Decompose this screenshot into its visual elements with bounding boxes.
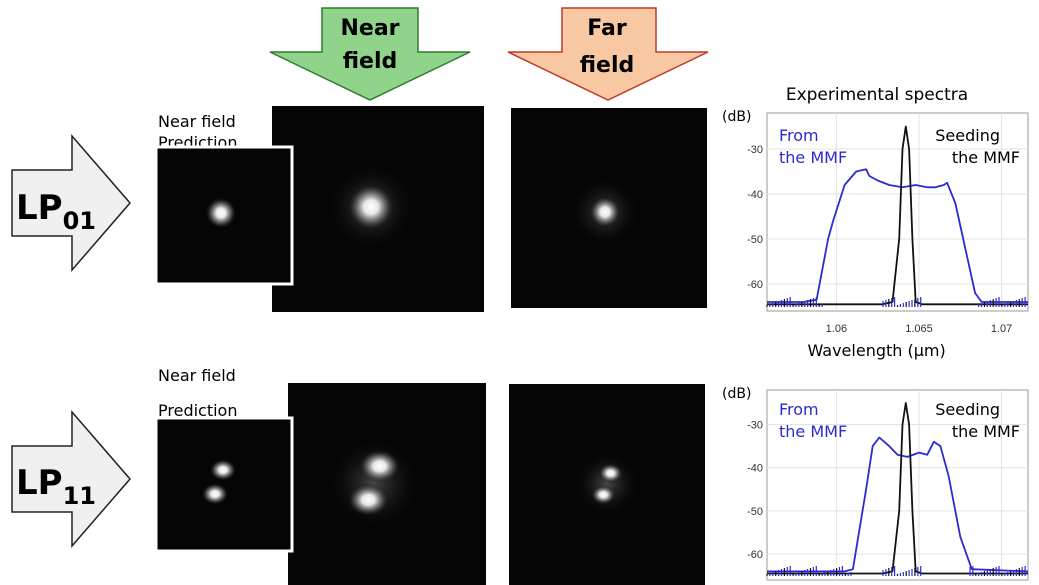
prediction-image-lp01 [154, 145, 294, 286]
series-label-seeding-mmf: the MMF [952, 422, 1020, 441]
y-tick-label: -40 [747, 463, 763, 475]
series-from-mmf-line [767, 168, 1028, 303]
prediction-label-line1: Near field [158, 366, 236, 385]
series-label-seeding-mmf: Seeding [935, 400, 1000, 419]
prediction-image-lp11 [154, 416, 294, 553]
plot-area [766, 112, 1029, 312]
spectrum-chart-lp01: -30 -40 -50 -60 1.06 1.065 1.07 (dB) Wavelength … [722, 109, 1029, 360]
series-label-from-mmf: the MMF [779, 422, 847, 441]
y-tick-label: -40 [747, 189, 763, 201]
near-field-arrow: Near field [269, 7, 471, 101]
mode-lobe [590, 484, 616, 505]
spectrum-chart-lp11: -30 -40 -50 -60 (dB) From the MMF Seeding the MM… [722, 386, 1029, 581]
y-tick-label: -60 [747, 279, 763, 291]
y-axis-label: (dB) [722, 386, 751, 402]
near-header-line1: Near [340, 16, 399, 41]
mode-lobe [209, 459, 237, 481]
mode-arrow-lp11 [11, 409, 131, 549]
x-tick-label: 1.065 [905, 323, 933, 335]
near-field-spot-lp01 [347, 183, 395, 231]
series-from-mmf-line [767, 436, 1029, 573]
x-tick-label: 1.06 [826, 323, 847, 335]
x-tick-label: 1.07 [991, 323, 1012, 335]
series-label-seeding-mmf: Seeding [935, 126, 1000, 145]
y-tick-label: -30 [747, 420, 763, 432]
series-label-from-mmf: From [779, 400, 819, 419]
prediction-spot-lp01 [205, 197, 237, 229]
plot-area [766, 389, 1029, 581]
spectra-title: Experimental spectra [786, 85, 968, 105]
x-axis-label: Wavelength (µm) [807, 341, 945, 360]
mode-lobe [598, 463, 624, 484]
far-header-line2: field [580, 53, 635, 78]
near-header-line2: field [343, 49, 398, 74]
mode-label-lp01: LP01 [16, 188, 96, 235]
y-tick-label: -30 [747, 144, 763, 156]
y-tick-label: -60 [747, 549, 763, 561]
row-lp11: LP11 Near field Prediction [11, 366, 705, 585]
prediction-lobes-lp11 [201, 459, 237, 505]
y-tick-label: -50 [747, 506, 763, 518]
series-label-from-mmf: From [779, 126, 819, 145]
series-label-seeding-mmf: the MMF [952, 148, 1020, 167]
far-field-arrow: Far field [507, 7, 709, 101]
prediction-label-line2: Prediction [158, 401, 237, 420]
far-field-spot-lp01 [589, 196, 621, 228]
mode-lobe [201, 483, 229, 505]
y-tick-label: -50 [747, 234, 763, 246]
mode-lobe [347, 482, 390, 517]
near-field-lobes-lp11 [326, 435, 422, 531]
near-field-halo-lp11 [326, 435, 422, 531]
mode-arrow-lp01 [11, 133, 131, 273]
far-field-lobes-lp11 [573, 450, 641, 518]
mode-lobe [358, 449, 401, 484]
prediction-label-line1: Near field [158, 112, 236, 131]
far-field-halo-lp11 [573, 450, 641, 518]
y-axis-label: (dB) [722, 109, 751, 125]
row-lp01: LP01 Near field Prediction [11, 106, 707, 312]
series-label-from-mmf: the MMF [779, 148, 847, 167]
mode-label-lp11: LP11 [16, 463, 96, 510]
far-header-line1: Far [587, 16, 627, 41]
